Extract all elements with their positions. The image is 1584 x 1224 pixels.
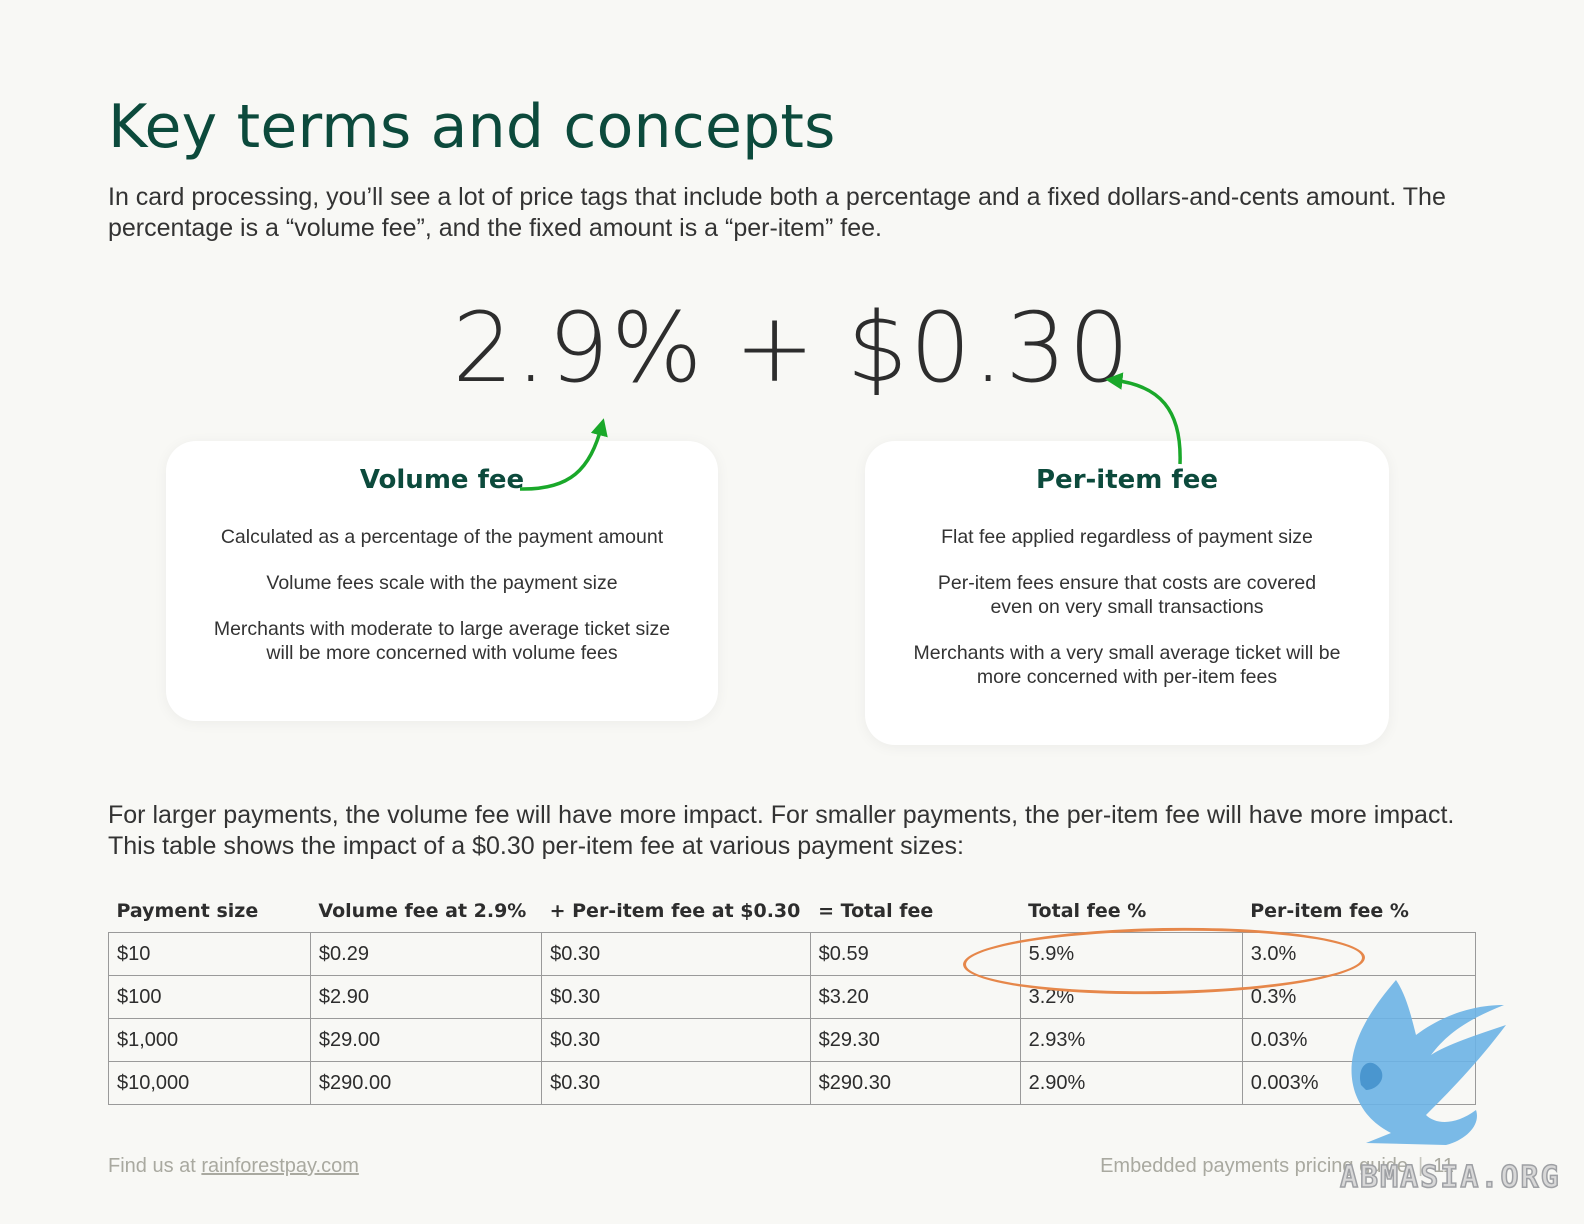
- column-header: Volume fee at 2.9%: [318, 900, 527, 922]
- table-cell: 0.3%: [1241, 975, 1477, 1019]
- per-item-fee-line: Flat fee applied regardless of payment s…: [941, 526, 1313, 548]
- table-cell: $10: [108, 932, 311, 976]
- volume-fee-line: Volume fees scale with the payment size: [266, 572, 618, 594]
- table-cell: 2.90%: [1019, 1061, 1243, 1105]
- table-cell: $10,000: [108, 1061, 311, 1105]
- watermark-text: ABMASIA.ORG: [1339, 1159, 1561, 1196]
- table-cell: 3.0%: [1241, 932, 1477, 976]
- table-row: $1,000 $29.00 $0.30 $29.30 2.93% 0.03%: [108, 1018, 1477, 1062]
- per-item-fee-line: Per-item fees ensure that costs are cove…: [937, 572, 1317, 618]
- table-cell: $29.00: [309, 1018, 543, 1062]
- volume-fee-line: Calculated as a percentage of the paymen…: [220, 526, 664, 548]
- volume-fee-card-title: Volume fee: [359, 465, 525, 495]
- table-cell: $0.59: [809, 932, 1021, 976]
- footer-contact: Find us at rainforestpay.com: [108, 1155, 359, 1178]
- per-item-fee-card-title: Per-item fee: [1036, 465, 1218, 495]
- table-cell: $0.30: [541, 1018, 811, 1062]
- per-item-fee-line: Merchants with a very small average tick…: [913, 642, 1341, 688]
- table-cell: $290.00: [309, 1061, 543, 1105]
- volume-fee-line: Merchants with moderate to large average…: [213, 618, 671, 664]
- page-number: 11: [1433, 1155, 1454, 1177]
- table-cell: $2.90: [309, 975, 543, 1019]
- table-cell: $100: [108, 975, 311, 1019]
- table-cell: 5.9%: [1019, 932, 1243, 976]
- table-cell: 3.2%: [1019, 975, 1243, 1019]
- column-header: + Per-item fee at $0.30: [549, 900, 801, 922]
- table-cell: $1,000: [108, 1018, 311, 1062]
- column-header: Total fee %: [1028, 900, 1147, 922]
- table-cell: $0.30: [541, 1061, 811, 1105]
- footer-separator: |: [1418, 1155, 1424, 1177]
- table-lead-paragraph: For larger payments, the volume fee will…: [108, 801, 1455, 860]
- table-cell: 2.93%: [1019, 1018, 1243, 1062]
- column-header: Payment size: [116, 900, 259, 922]
- per-item-fee-card: Per-item fee Flat fee applied regardless…: [865, 441, 1389, 745]
- footer-find-prefix: Find us at: [108, 1155, 196, 1177]
- page-title: Key terms and concepts: [108, 92, 836, 162]
- table-cell: $290.30: [809, 1061, 1021, 1105]
- table-cell: $29.30: [809, 1018, 1021, 1062]
- pricing-formula: 2.9% + $0.30: [0, 292, 1584, 404]
- table-cell: $0.30: [541, 975, 811, 1019]
- table-cell: $0.29: [309, 932, 543, 976]
- column-header: = Total fee: [818, 900, 934, 922]
- intro-paragraph: In card processing, you’ll see a lot of …: [108, 183, 1446, 242]
- fee-impact-table: Payment size Volume fee at 2.9% + Per-it…: [108, 890, 1477, 1105]
- table-row: $10,000 $290.00 $0.30 $290.30 2.90% 0.00…: [108, 1061, 1477, 1105]
- volume-fee-card: Volume fee Calculated as a percentage of…: [166, 441, 718, 721]
- table-header-row: Payment size Volume fee at 2.9% + Per-it…: [109, 890, 1476, 933]
- griffin-watermark-icon: [1351, 980, 1506, 1145]
- footer-guide-info: Embedded payments pricing guide | 11: [1100, 1155, 1454, 1178]
- table-cell: $0.30: [541, 932, 811, 976]
- formula-peritem-value: $0.30: [846, 292, 1132, 404]
- footer-guide-title: Embedded payments pricing guide: [1100, 1155, 1409, 1177]
- column-header: Per-item fee %: [1250, 900, 1409, 922]
- formula-volume-value: 2.9%: [452, 292, 705, 404]
- formula-plus-sign: +: [734, 292, 817, 404]
- table-cell: $3.20: [809, 975, 1021, 1019]
- footer-website-link[interactable]: rainforestpay.com: [201, 1155, 359, 1177]
- table-row: $10 $0.29 $0.30 $0.59 5.9% 3.0%: [108, 932, 1477, 976]
